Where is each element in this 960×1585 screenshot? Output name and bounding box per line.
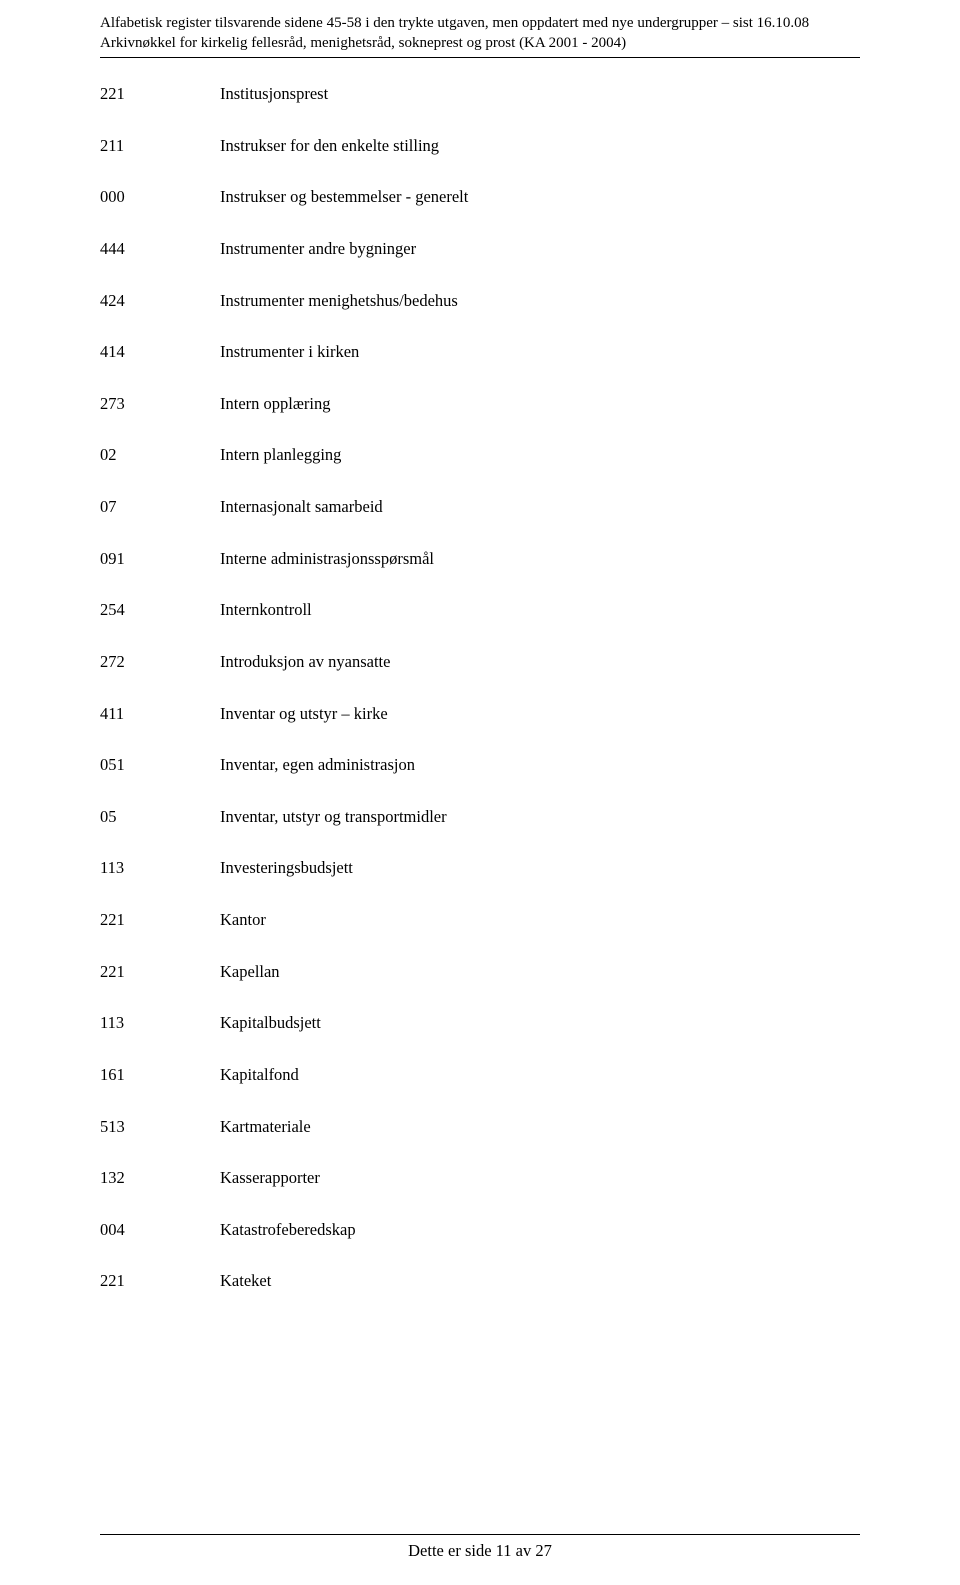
entry-code: 211 <box>100 136 220 157</box>
index-entry: 444Instrumenter andre bygninger <box>100 239 860 260</box>
entry-code: 000 <box>100 187 220 208</box>
entry-code: 221 <box>100 962 220 983</box>
entry-label: Instrumenter andre bygninger <box>220 239 860 260</box>
index-entry: 211Instrukser for den enkelte stilling <box>100 136 860 157</box>
index-entry: 132Kasserapporter <box>100 1168 860 1189</box>
entry-label: Kartmateriale <box>220 1117 860 1138</box>
index-entry: 221Institusjonsprest <box>100 84 860 105</box>
entry-code: 424 <box>100 291 220 312</box>
entry-label: Kapitalfond <box>220 1065 860 1086</box>
entry-label: Kateket <box>220 1271 860 1292</box>
footer-divider <box>100 1534 860 1535</box>
entry-label: Intern opplæring <box>220 394 860 415</box>
index-entry: 221Kateket <box>100 1271 860 1292</box>
entry-label: Investeringsbudsjett <box>220 858 860 879</box>
entry-label: Internasjonalt samarbeid <box>220 497 860 518</box>
document-page: Alfabetisk register tilsvarende sidene 4… <box>0 0 960 1292</box>
entry-code: 221 <box>100 910 220 931</box>
entry-code: 161 <box>100 1065 220 1086</box>
index-entry: 254Internkontroll <box>100 600 860 621</box>
entry-label: Internkontroll <box>220 600 860 621</box>
index-entry: 513Kartmateriale <box>100 1117 860 1138</box>
index-entry: 004Katastrofeberedskap <box>100 1220 860 1241</box>
entry-label: Intern planlegging <box>220 445 860 466</box>
index-entry: 113Investeringsbudsjett <box>100 858 860 879</box>
entry-label: Kantor <box>220 910 860 931</box>
entry-code: 272 <box>100 652 220 673</box>
page-footer: Dette er side 11 av 27 <box>0 1534 960 1561</box>
entry-code: 444 <box>100 239 220 260</box>
entry-code: 07 <box>100 497 220 518</box>
entry-label: Interne administrasjonsspørsmål <box>220 549 860 570</box>
entry-label: Inventar, egen administrasjon <box>220 755 860 776</box>
entry-label: Kasserapporter <box>220 1168 860 1189</box>
index-entry: 000Instrukser og bestemmelser - generelt <box>100 187 860 208</box>
header-divider <box>100 57 860 58</box>
header-line-2: Arkivnøkkel for kirkelig fellesråd, meni… <box>100 34 860 54</box>
entry-code: 091 <box>100 549 220 570</box>
entry-label: Instrukser for den enkelte stilling <box>220 136 860 157</box>
index-entry: 221Kapellan <box>100 962 860 983</box>
entry-label: Katastrofeberedskap <box>220 1220 860 1241</box>
entry-code: 221 <box>100 1271 220 1292</box>
index-entries: 221Institusjonsprest211Instrukser for de… <box>100 84 860 1292</box>
entry-code: 051 <box>100 755 220 776</box>
entry-code: 004 <box>100 1220 220 1241</box>
header-line-1: Alfabetisk register tilsvarende sidene 4… <box>100 14 860 34</box>
entry-label: Instrukser og bestemmelser - generelt <box>220 187 860 208</box>
index-entry: 411Inventar og utstyr – kirke <box>100 704 860 725</box>
entry-code: 414 <box>100 342 220 363</box>
index-entry: 07Internasjonalt samarbeid <box>100 497 860 518</box>
entry-code: 113 <box>100 1013 220 1034</box>
entry-label: Kapellan <box>220 962 860 983</box>
entry-label: Kapitalbudsjett <box>220 1013 860 1034</box>
entry-label: Institusjonsprest <box>220 84 860 105</box>
entry-code: 254 <box>100 600 220 621</box>
entry-code: 411 <box>100 704 220 725</box>
index-entry: 424Instrumenter menighetshus/bedehus <box>100 291 860 312</box>
entry-code: 132 <box>100 1168 220 1189</box>
entry-code: 221 <box>100 84 220 105</box>
page-header: Alfabetisk register tilsvarende sidene 4… <box>100 14 860 58</box>
index-entry: 272Introduksjon av nyansatte <box>100 652 860 673</box>
index-entry: 273Intern opplæring <box>100 394 860 415</box>
index-entry: 414Instrumenter i kirken <box>100 342 860 363</box>
index-entry: 161Kapitalfond <box>100 1065 860 1086</box>
entry-label: Instrumenter i kirken <box>220 342 860 363</box>
entry-label: Instrumenter menighetshus/bedehus <box>220 291 860 312</box>
footer-text: Dette er side 11 av 27 <box>0 1541 960 1561</box>
entry-label: Introduksjon av nyansatte <box>220 652 860 673</box>
entry-code: 113 <box>100 858 220 879</box>
index-entry: 05Inventar, utstyr og transportmidler <box>100 807 860 828</box>
entry-code: 05 <box>100 807 220 828</box>
entry-code: 513 <box>100 1117 220 1138</box>
index-entry: 113Kapitalbudsjett <box>100 1013 860 1034</box>
entry-label: Inventar og utstyr – kirke <box>220 704 860 725</box>
index-entry: 091Interne administrasjonsspørsmål <box>100 549 860 570</box>
index-entry: 02Intern planlegging <box>100 445 860 466</box>
entry-code: 02 <box>100 445 220 466</box>
index-entry: 221Kantor <box>100 910 860 931</box>
index-entry: 051Inventar, egen administrasjon <box>100 755 860 776</box>
entry-label: Inventar, utstyr og transportmidler <box>220 807 860 828</box>
entry-code: 273 <box>100 394 220 415</box>
